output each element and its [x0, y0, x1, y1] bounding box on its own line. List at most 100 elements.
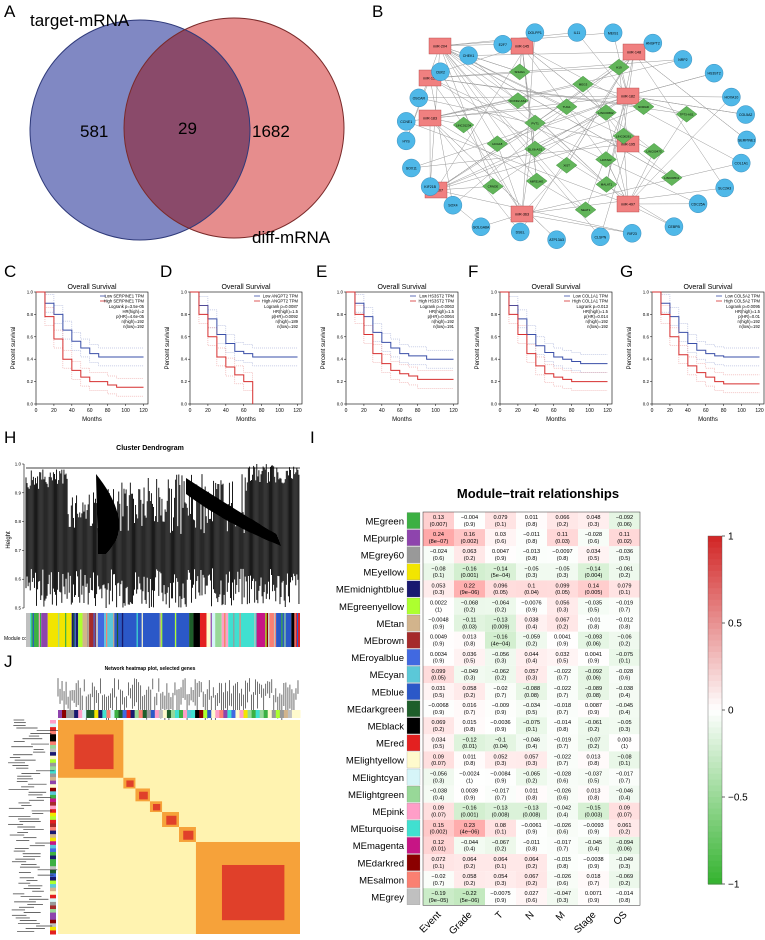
tom-color-cell	[203, 710, 208, 718]
cell-pvalue: (0.8)	[526, 556, 538, 562]
network-edge	[429, 83, 584, 119]
km-ytick: 0.2	[181, 379, 188, 384]
km-low-curve	[36, 291, 144, 358]
module-color-segment	[47, 613, 72, 647]
network-mirna-label: miR-363	[515, 213, 529, 217]
heatmap-cell	[609, 871, 640, 889]
cell-correlation: 0.0022	[430, 601, 447, 607]
colorbar-step	[708, 849, 722, 856]
km-xlabel: Months	[546, 417, 566, 423]
cell-correlation: −0.014	[616, 891, 633, 897]
network-gene-label: DOLPP1	[528, 31, 542, 35]
cell-correlation: 0.053	[432, 583, 446, 589]
module-color-segment	[291, 613, 296, 647]
cell-correlation: 0.0041	[585, 652, 602, 658]
module-name: MEsalmon	[359, 875, 404, 886]
cell-pvalue: (0.9)	[495, 898, 507, 904]
network-gene-node	[525, 23, 545, 42]
cell-correlation: −0.07	[586, 737, 600, 743]
tom-color-cell	[223, 710, 228, 718]
network-gene-node	[603, 23, 623, 42]
cell-pvalue: (0.8)	[619, 898, 631, 904]
heatmap-cell	[547, 888, 578, 906]
tom-color-cell	[207, 710, 212, 718]
cell-correlation: −0.062	[492, 669, 509, 675]
module-name: MElightyellow	[346, 756, 404, 767]
cell-pvalue: (0.2)	[464, 881, 476, 887]
dendrogram-title: Cluster Dendrogram	[116, 445, 184, 452]
module-color-swatch	[406, 683, 421, 700]
tom-color-cell	[50, 744, 56, 750]
network-gene-label: HYS	[402, 139, 410, 143]
tom-color-cell	[50, 816, 56, 821]
module-name: MEgrey60	[361, 551, 404, 562]
cell-correlation: 0.003	[618, 737, 632, 743]
tom-color-cell	[50, 930, 56, 935]
cell-correlation: −0.093	[585, 635, 602, 641]
cell-pvalue: (0.5)	[433, 693, 445, 699]
cell-correlation: −0.0061	[521, 823, 541, 829]
heatmap-cell	[578, 563, 609, 581]
network-lnc-label: CRNDE	[488, 185, 499, 189]
cell-correlation: −0.028	[616, 669, 633, 675]
cell-correlation: 0.16	[464, 532, 475, 538]
tom-color-cell	[50, 730, 56, 735]
cell-pvalue: (0.1)	[526, 727, 538, 733]
cell-correlation: 0.09	[619, 806, 630, 812]
module-color-swatch	[406, 751, 421, 769]
km-xtick: 60	[703, 408, 709, 414]
km-ytick: 0.4	[27, 357, 34, 362]
module-name: MEgreen	[365, 516, 404, 527]
km-ytick: 0.6	[643, 334, 650, 339]
colorbar-step	[708, 797, 722, 804]
cell-correlation: 0.09	[433, 806, 444, 812]
cell-correlation: −0.069	[616, 874, 633, 880]
heatmap-cell	[547, 648, 578, 666]
cell-correlation: 0.034	[432, 737, 446, 743]
colorbar-step	[708, 802, 722, 810]
cell-correlation: −0.026	[554, 823, 571, 829]
cell-pvalue: (0.2)	[619, 642, 631, 648]
panel-letter-e: E	[316, 262, 328, 281]
km-xtick: 100	[737, 408, 746, 414]
cell-correlation: −0.049	[461, 669, 478, 675]
module-color-segment	[78, 613, 83, 647]
cell-correlation: −0.075	[616, 652, 633, 658]
module-color-segment	[265, 613, 270, 647]
colorbar-step	[708, 872, 722, 879]
network-lnc-node	[608, 58, 630, 76]
km-frame	[345, 291, 459, 405]
panel-letter-f: F	[468, 262, 479, 281]
heatmap-cell	[609, 768, 640, 786]
module-color-swatch	[406, 820, 421, 837]
km-ytick: 0.2	[491, 379, 498, 384]
network-edge	[627, 151, 655, 205]
cell-pvalue: (0.8)	[464, 642, 476, 648]
cell-correlation: 0.044	[525, 652, 539, 658]
network-gene-node	[591, 227, 610, 247]
km-stat: HR(high)=1.5	[273, 309, 299, 314]
heatmap-cell	[423, 683, 454, 701]
km-ytick: 1.0	[491, 290, 498, 295]
network-lnc-node	[507, 92, 529, 109]
module-color-swatch	[406, 512, 421, 529]
tom-color-cell	[50, 891, 56, 896]
cell-correlation: −0.038	[616, 686, 633, 692]
colorbar-step	[708, 831, 722, 839]
cell-pvalue: (0.3)	[433, 590, 445, 596]
network-edge	[439, 45, 607, 185]
cell-correlation: −0.022	[554, 754, 571, 760]
heatmap-cell	[423, 563, 454, 581]
cell-pvalue: (0.2)	[588, 744, 600, 750]
heatmap-frame	[422, 511, 641, 906]
heatmap-cell	[516, 785, 547, 803]
heatmap-cell	[454, 751, 485, 769]
cell-correlation: 0.12	[433, 840, 444, 846]
network-edge	[411, 95, 629, 169]
module-color-swatch	[406, 768, 421, 786]
network-edge	[429, 117, 521, 233]
km-ci-band	[190, 291, 253, 404]
network-edge	[521, 45, 537, 182]
heatmap-cell	[547, 768, 578, 786]
cell-correlation: −0.047	[554, 891, 571, 897]
